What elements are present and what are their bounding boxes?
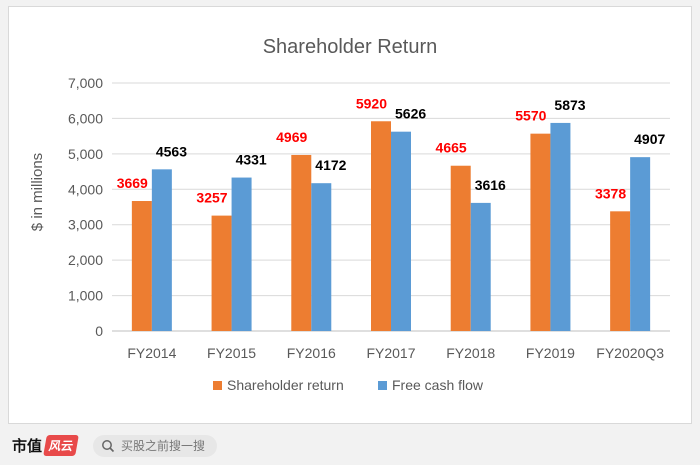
x-tick-label: FY2015 bbox=[207, 345, 256, 361]
x-tick-label: FY2017 bbox=[366, 345, 415, 361]
data-label-free-cash-flow: 4907 bbox=[634, 131, 665, 147]
bar-free-cash-flow bbox=[630, 157, 651, 331]
data-label-free-cash-flow: 4172 bbox=[315, 157, 346, 173]
bar-shareholder-return bbox=[530, 133, 551, 331]
legend-label: Shareholder return bbox=[227, 377, 344, 393]
chart-title: Shareholder Return bbox=[263, 36, 438, 58]
y-tick-label: 2,000 bbox=[68, 252, 103, 268]
bars bbox=[131, 121, 651, 332]
bar-shareholder-return bbox=[450, 165, 471, 331]
data-labels: 3669 4563 3257 4331 4969 4172 5920 5626 4665 3616… bbox=[117, 95, 666, 205]
data-label-shareholder-return: 5570 bbox=[515, 108, 546, 124]
x-tick-label: FY2019 bbox=[526, 345, 575, 361]
data-label-free-cash-flow: 5626 bbox=[395, 106, 426, 122]
brand: 市值 风云 bbox=[12, 435, 79, 456]
y-tick-label: 5,000 bbox=[68, 146, 103, 162]
x-tick-label: FY2018 bbox=[446, 345, 495, 361]
bar-free-cash-flow bbox=[470, 202, 491, 331]
bar-free-cash-flow bbox=[231, 177, 252, 331]
x-tick-label: FY2016 bbox=[287, 345, 336, 361]
legend-label: Free cash flow bbox=[392, 377, 484, 393]
legend-swatch bbox=[213, 381, 222, 390]
bar-free-cash-flow bbox=[311, 183, 332, 331]
bar-free-cash-flow bbox=[550, 122, 571, 331]
axis-ticks: 0 1,000 2,000 3,000 4,000 5,000 6,000 7,000 FY20… bbox=[68, 75, 664, 361]
brand-name: 市值 bbox=[12, 438, 43, 455]
x-tick-label: FY2020Q3 bbox=[596, 345, 664, 361]
y-tick-label: 3,000 bbox=[68, 217, 103, 233]
x-tick-label: FY2014 bbox=[127, 345, 176, 361]
bar-shareholder-return bbox=[371, 121, 391, 332]
search-box[interactable]: 买股之前搜一搜 bbox=[93, 434, 218, 457]
y-tick-label: 0 bbox=[95, 323, 103, 339]
data-label-free-cash-flow: 5873 bbox=[554, 97, 585, 113]
data-label-shareholder-return: 3378 bbox=[595, 185, 626, 201]
y-axis-label: $ in millions bbox=[29, 153, 46, 231]
chart-card bbox=[8, 6, 692, 424]
data-label-shareholder-return: 5920 bbox=[356, 95, 387, 111]
bar-free-cash-flow bbox=[151, 169, 172, 331]
brand-logo: 风云 bbox=[43, 435, 79, 456]
bar-shareholder-return bbox=[211, 215, 232, 331]
footer-bar: 市值 风云 买股之前搜一搜 bbox=[0, 426, 700, 465]
bar-chart: Shareholder Return $ in millions 3669 456… bbox=[29, 36, 670, 393]
search-placeholder: 买股之前搜一搜 bbox=[121, 439, 206, 453]
bar-shareholder-return bbox=[131, 201, 152, 331]
bar-shareholder-return bbox=[610, 211, 631, 331]
data-label-shareholder-return: 4665 bbox=[436, 140, 467, 156]
data-label-shareholder-return: 3669 bbox=[117, 175, 148, 191]
data-label-free-cash-flow: 4563 bbox=[156, 143, 187, 159]
data-label-free-cash-flow: 4331 bbox=[236, 152, 267, 168]
y-tick-label: 6,000 bbox=[68, 110, 103, 126]
y-tick-label: 1,000 bbox=[68, 288, 103, 304]
y-tick-label: 7,000 bbox=[68, 75, 103, 91]
legend-swatch bbox=[378, 381, 387, 390]
data-label-shareholder-return: 3257 bbox=[196, 190, 227, 206]
bar-shareholder-return bbox=[291, 154, 312, 331]
search-icon bbox=[102, 439, 115, 452]
data-label-shareholder-return: 4969 bbox=[276, 129, 307, 145]
legend: Shareholder return Free cash flow bbox=[213, 377, 484, 393]
bar-free-cash-flow bbox=[391, 131, 411, 331]
data-label-free-cash-flow: 3616 bbox=[475, 177, 506, 193]
y-tick-label: 4,000 bbox=[68, 181, 103, 197]
